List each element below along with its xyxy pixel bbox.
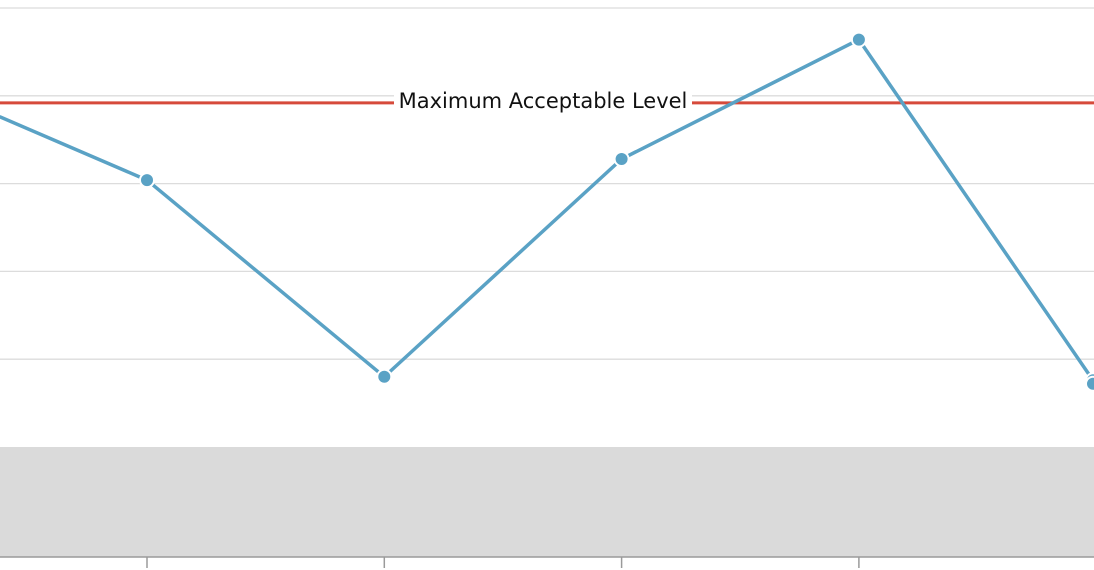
data-point [139,172,155,189]
threshold-label-background [394,84,692,116]
data-point [376,368,393,385]
navigator-band [0,447,1094,557]
x-axis-ticks [146,557,860,568]
series-layer [0,31,1094,392]
gridlines [0,7,1094,360]
data-point [850,31,867,48]
data-point [613,151,630,168]
data-point [1085,375,1094,392]
threshold-label: Maximum Acceptable Level [399,89,688,113]
